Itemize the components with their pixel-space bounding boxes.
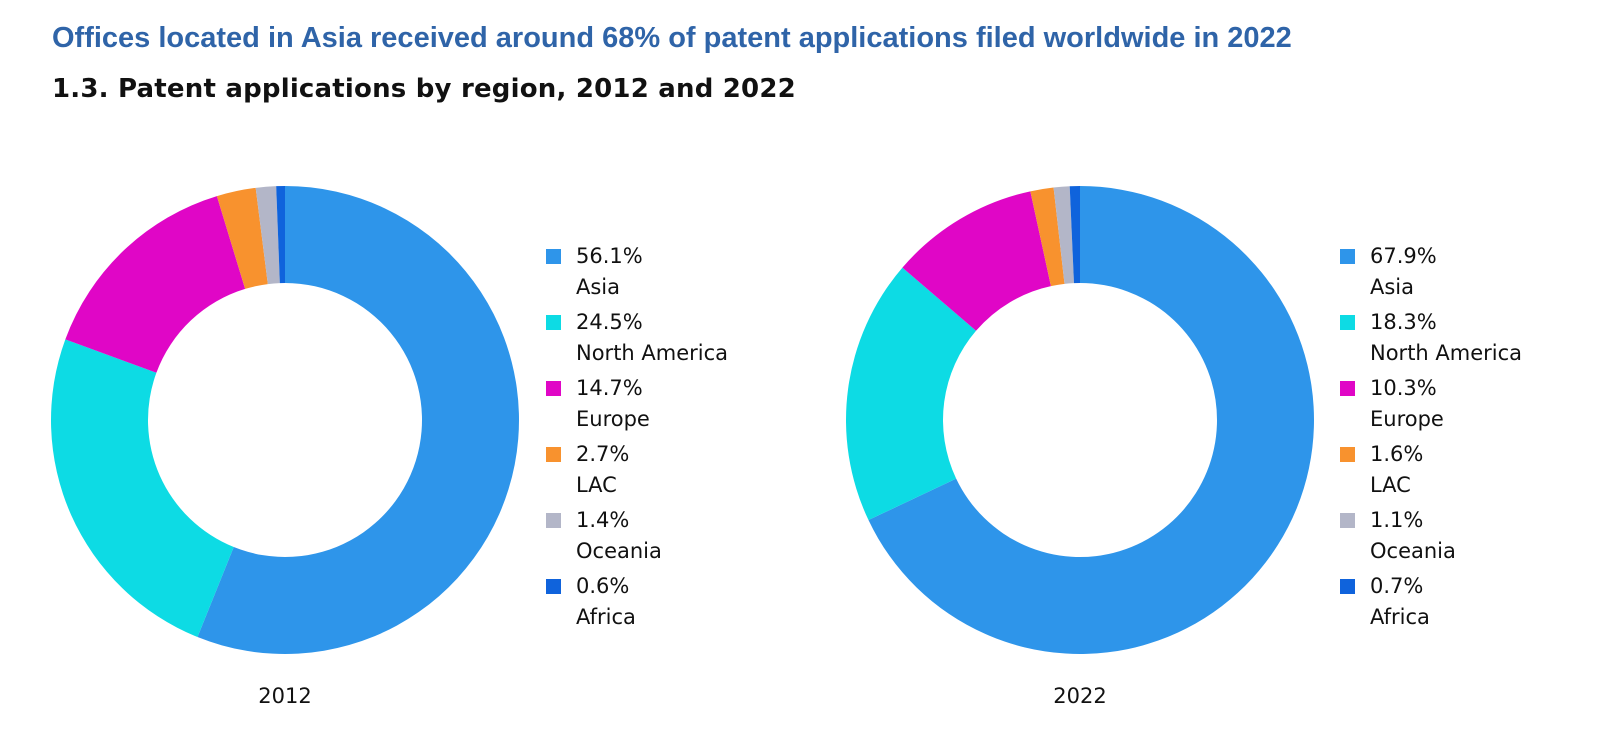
slice-2022-north-america xyxy=(846,267,977,521)
legend-swatch xyxy=(1340,249,1355,264)
slice-2012-oceania xyxy=(255,186,280,285)
legend-label: LAC xyxy=(1370,473,1411,497)
slice-2012-north-america xyxy=(51,339,234,638)
legend-value: 67.9% xyxy=(1370,244,1437,268)
legend-item-2012-lac: 2.7% LAC xyxy=(546,438,776,504)
legend-swatch xyxy=(546,249,561,264)
legend-value: 10.3% xyxy=(1370,376,1437,400)
slice-2022-europe xyxy=(902,191,1051,331)
legend-value: 1.6% xyxy=(1370,442,1424,466)
legend-item-2022-europe: 10.3% Europe xyxy=(1340,372,1570,438)
legend-item-2022-asia: 67.9% Asia xyxy=(1340,240,1570,306)
legend-label: Africa xyxy=(576,605,636,629)
legend-value: 18.3% xyxy=(1370,310,1437,334)
legend-value: 0.6% xyxy=(576,574,630,598)
legend-value: 1.4% xyxy=(576,508,630,532)
legend-value: 0.7% xyxy=(1370,574,1424,598)
legend-label: North America xyxy=(576,341,729,365)
legend-swatch xyxy=(1340,579,1355,594)
legend-swatch xyxy=(1340,447,1355,462)
legend-label: Oceania xyxy=(576,539,662,563)
slice-2012-asia xyxy=(197,186,519,654)
legend-value: 2.7% xyxy=(576,442,630,466)
slice-2012-europe xyxy=(65,196,246,373)
chart-subtitle: 1.3. Patent applications by region, 2012… xyxy=(52,74,796,104)
legend-swatch xyxy=(546,447,561,462)
legend-swatch xyxy=(1340,381,1355,396)
legend-item-2022-north-america: 18.3% North America xyxy=(1340,306,1570,372)
legend-label: LAC xyxy=(576,473,617,497)
legend-value: 14.7% xyxy=(576,376,643,400)
legend-value: 24.5% xyxy=(576,310,643,334)
headline: Offices located in Asia received around … xyxy=(52,22,1292,54)
legend-swatch xyxy=(546,579,561,594)
donut-2022 xyxy=(846,186,1315,654)
legend-2022: 67.9% Asia 18.3% North America 10.3% Europe 1.… xyxy=(1340,240,1570,636)
legend-value: 1.1% xyxy=(1370,508,1424,532)
legend-swatch xyxy=(1340,513,1355,528)
slice-2012-lac xyxy=(216,187,268,289)
legend-label: Africa xyxy=(1370,605,1430,629)
legend-item-2012-europe: 14.7% Europe xyxy=(546,372,776,438)
legend-value: 56.1% xyxy=(576,244,643,268)
legend-label: Asia xyxy=(1370,275,1415,299)
year-label-2022: 2022 xyxy=(1053,684,1107,708)
year-label-2012: 2012 xyxy=(258,684,312,708)
legend-swatch xyxy=(1340,315,1355,330)
legend-item-2022-africa: 0.7% Africa xyxy=(1340,570,1570,636)
legend-item-2022-oceania: 1.1% Oceania xyxy=(1340,504,1570,570)
legend-2012: 56.1% Asia 24.5% North America 14.7% Europe 2.… xyxy=(546,240,776,636)
legend-swatch xyxy=(546,381,561,396)
legend-swatch xyxy=(546,513,561,528)
slice-2012-africa xyxy=(276,186,285,284)
legend-label: North America xyxy=(1370,341,1523,365)
legend-item-2012-oceania: 1.4% Oceania xyxy=(546,504,776,570)
legend-label: Europe xyxy=(1370,407,1444,431)
legend-label: Asia xyxy=(576,275,621,299)
legend-label: Europe xyxy=(576,407,650,431)
slice-2022-oceania xyxy=(1053,186,1074,284)
slice-2022-lac xyxy=(1030,187,1065,287)
slice-2022-africa xyxy=(1069,186,1080,284)
legend-item-2012-asia: 56.1% Asia xyxy=(546,240,776,306)
legend-label: Oceania xyxy=(1370,539,1456,563)
donut-2012 xyxy=(51,186,519,654)
legend-swatch xyxy=(546,315,561,330)
legend-item-2012-africa: 0.6% Africa xyxy=(546,570,776,636)
legend-item-2012-north-america: 24.5% North America xyxy=(546,306,776,372)
legend-item-2022-lac: 1.6% LAC xyxy=(1340,438,1570,504)
slice-2022-asia xyxy=(868,186,1315,654)
